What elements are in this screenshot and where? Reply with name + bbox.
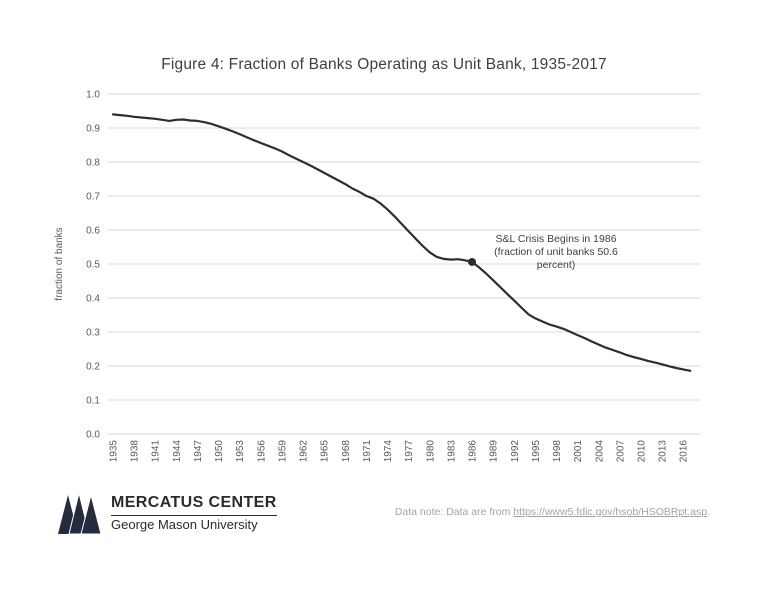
x-tick-label: 1965 xyxy=(320,440,331,463)
x-tick-label: 1953 xyxy=(235,440,246,463)
x-tick-label: 1992 xyxy=(510,440,521,463)
x-tick-label: 2016 xyxy=(679,440,690,463)
x-tick-label: 1977 xyxy=(404,440,415,463)
logo-divider xyxy=(111,514,277,516)
x-tick-label: 1938 xyxy=(130,440,141,463)
x-tick-label: 1971 xyxy=(362,440,373,463)
x-tick-label: 1941 xyxy=(151,440,162,463)
chart-area: 0.0 0.1 0.2 0.3 0.4 0.5 0.6 0.7 0.8 0.9 1.0 1935 193… xyxy=(0,86,768,486)
data-note-prefix: Data note: Data are from xyxy=(394,506,514,518)
y-tick-label: 0.8 xyxy=(86,158,100,169)
x-tick-label: 1947 xyxy=(193,440,204,463)
x-tick-label: 2013 xyxy=(658,440,669,463)
chart-svg: 0.0 0.1 0.2 0.3 0.4 0.5 0.6 0.7 0.8 0.9 1.0 1935 193… xyxy=(54,90,700,463)
data-note-link[interactable]: https://www5.fdic.gov/hsob/HSOBRpt.asp xyxy=(513,506,708,518)
logo-university: George Mason University xyxy=(111,516,258,532)
logo-org-name: MERCATUS CENTER xyxy=(111,494,277,512)
x-tick-label: 1950 xyxy=(214,440,225,463)
x-tick-label: 1986 xyxy=(468,440,479,463)
x-tick-label: 1968 xyxy=(341,440,352,463)
y-tick-label: 0.1 xyxy=(86,396,100,407)
chart-title: Figure 4: Fraction of Banks Operating as… xyxy=(161,56,607,73)
y-tick-label: 0.4 xyxy=(86,294,100,305)
x-tick-label: 1974 xyxy=(383,440,394,463)
mercatus-logo: MERCATUS CENTER George Mason University xyxy=(58,492,277,534)
mercatus-logo-icon xyxy=(58,492,102,534)
y-tick-label: 0.0 xyxy=(86,430,100,441)
annotation-dot xyxy=(468,257,477,266)
x-tick-label: 1959 xyxy=(277,440,288,463)
y-tick-label: 0.5 xyxy=(86,260,100,271)
y-tick-label: 0.7 xyxy=(86,192,100,203)
x-tick-label: 1989 xyxy=(489,440,500,463)
logo-text: MERCATUS CENTER George Mason University xyxy=(111,494,277,532)
y-tick-label: 0.3 xyxy=(86,328,100,339)
x-tick-label: 2001 xyxy=(573,440,584,463)
x-tick-label: 1935 xyxy=(109,440,120,463)
x-tick-label: 1944 xyxy=(172,440,183,463)
data-note: Data note: Data are from https://www5.fd… xyxy=(395,506,710,518)
y-tick-label: 0.9 xyxy=(86,124,100,135)
x-tick-label: 1956 xyxy=(256,440,267,463)
x-tick-label: 1998 xyxy=(552,440,563,463)
footer: MERCATUS CENTER George Mason University … xyxy=(0,488,768,548)
x-tick-label: 2004 xyxy=(594,440,605,463)
annotation-text: S&L Crisis Begins in 1986 xyxy=(496,233,617,245)
y-tick-label: 0.2 xyxy=(86,362,100,373)
x-tick-label: 1962 xyxy=(299,440,310,463)
x-tick-label: 1980 xyxy=(425,440,436,463)
y-tick-label: 1.0 xyxy=(86,90,100,101)
x-tick-label: 2010 xyxy=(637,440,648,463)
y-axis-label: fraction of banks xyxy=(54,227,65,300)
y-tick-label: 0.6 xyxy=(86,226,100,237)
x-tick-label: 1983 xyxy=(446,440,457,463)
x-tick-label: 1995 xyxy=(531,440,542,463)
annotation-text: (fraction of unit banks 50.6 xyxy=(494,246,618,258)
annotation-text: percent) xyxy=(537,259,576,271)
data-note-suffix: . xyxy=(707,506,710,518)
x-tick-label: 2007 xyxy=(615,440,626,463)
data-line xyxy=(111,113,692,372)
